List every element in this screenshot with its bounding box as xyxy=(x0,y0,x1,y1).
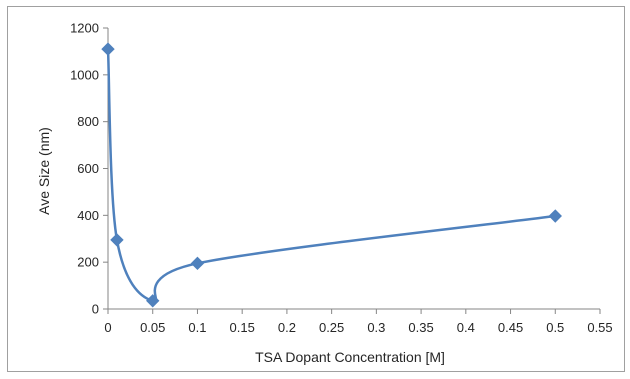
data-point xyxy=(110,233,124,247)
y-tick-label: 400 xyxy=(77,208,99,223)
x-tick-label: 0.25 xyxy=(319,320,344,335)
y-tick-label: 1200 xyxy=(70,21,99,36)
series-line xyxy=(106,49,556,303)
data-point xyxy=(548,209,562,223)
y-tick-label: 200 xyxy=(77,255,99,270)
x-tick-label: 0.05 xyxy=(140,320,165,335)
x-tick-label: 0.2 xyxy=(278,320,296,335)
x-axis-title: TSA Dopant Concentration [M] xyxy=(255,349,445,365)
x-tick-label: 0.55 xyxy=(587,320,612,335)
x-tick-label: 0.3 xyxy=(367,320,385,335)
data-point xyxy=(101,42,115,56)
x-tick-label: 0.1 xyxy=(188,320,206,335)
plot-area xyxy=(101,42,562,308)
data-point xyxy=(190,256,205,271)
y-tick-label: 1000 xyxy=(70,67,99,82)
x-tick-label: 0.15 xyxy=(230,320,255,335)
x-tick-label: 0 xyxy=(104,320,111,335)
y-tick-label: 0 xyxy=(92,302,99,317)
axes: 0 200 400 600 800 1000 1200 0 0.05 0.1 0.15 0.2 0.25… xyxy=(70,21,613,336)
y-axis-title: Ave Size (nm) xyxy=(36,127,52,215)
y-tick-label: 800 xyxy=(77,114,99,129)
x-tick-label: 0.5 xyxy=(546,320,564,335)
y-tick-label: 600 xyxy=(77,161,99,176)
x-tick-label: 0.35 xyxy=(408,320,433,335)
chart-frame xyxy=(7,6,625,372)
x-tick-label: 0.4 xyxy=(457,320,475,335)
data-point xyxy=(146,294,160,308)
x-tick-label: 0.45 xyxy=(498,320,523,335)
